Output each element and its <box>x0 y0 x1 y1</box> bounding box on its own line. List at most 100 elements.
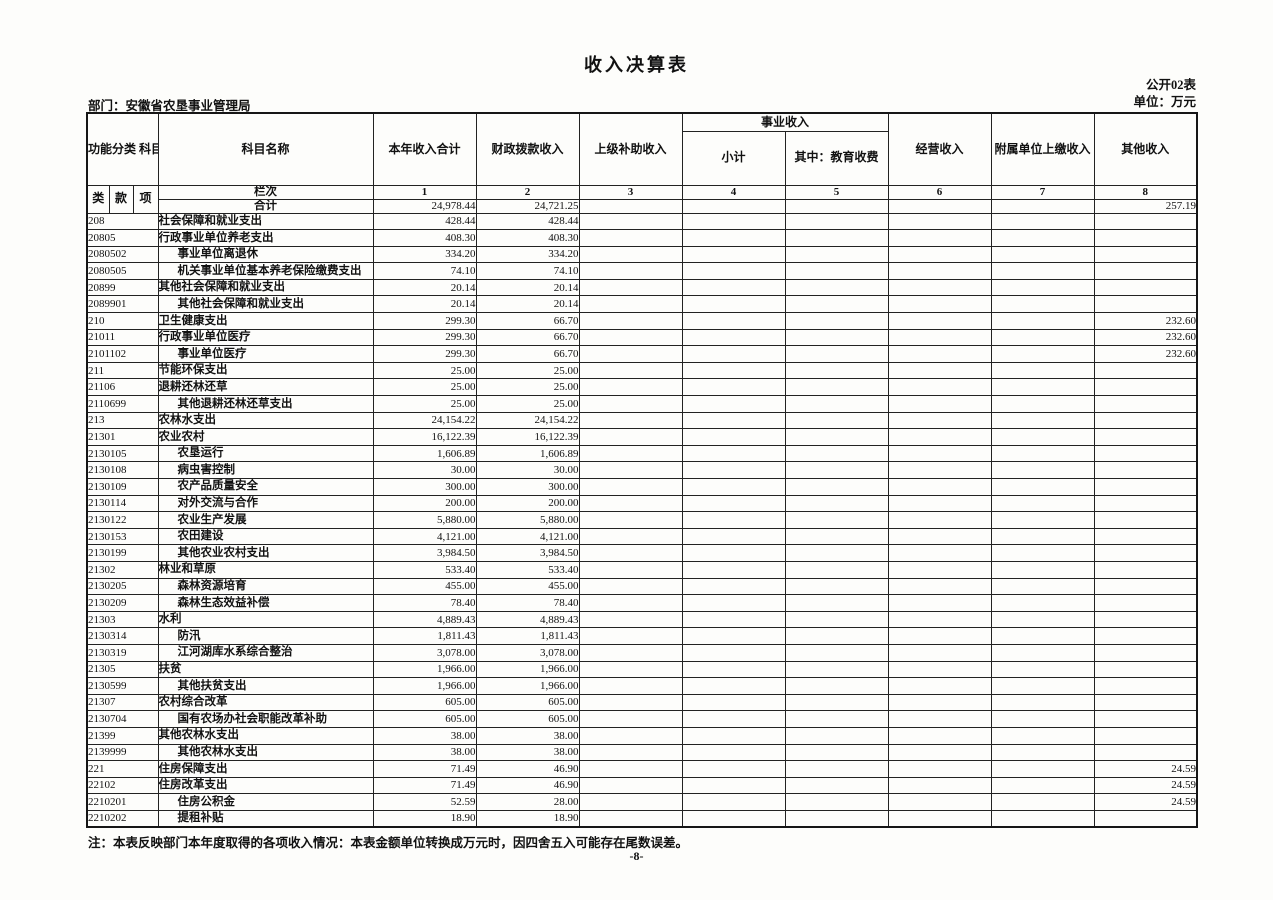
row-code: 21106 <box>86 378 159 397</box>
row-value <box>578 478 683 496</box>
row-value: 1,606.89 <box>475 444 580 463</box>
row-code: 2080505 <box>86 262 159 280</box>
row-name: 水利 <box>157 610 374 629</box>
row-value <box>784 610 889 629</box>
table-row: 2130105 农垦运行 1,606.89 1,606.89 <box>86 444 1198 463</box>
table-row: 2130153 农田建设 4,121.00 4,121.00 <box>86 527 1198 546</box>
table-row: 21302 林业和草原 533.40 533.40 <box>86 560 1198 579</box>
row-value <box>578 594 683 612</box>
row-value <box>990 378 1095 397</box>
row-value <box>681 527 786 546</box>
row-value <box>784 312 889 330</box>
row-value: 428.44 <box>475 212 580 231</box>
row-value <box>681 478 786 496</box>
column-number: 7 <box>990 184 1095 200</box>
header-xiang: 项 <box>132 184 159 214</box>
row-value: 25.00 <box>372 361 477 380</box>
row-value <box>887 693 992 712</box>
row-value <box>990 660 1095 679</box>
row-value <box>681 411 786 430</box>
row-name: 农田建设 <box>157 527 374 546</box>
table-row: 2130109 农产品质量安全 300.00 300.00 <box>86 478 1198 496</box>
row-code: 2130314 <box>86 627 159 645</box>
row-value: 20.14 <box>372 278 477 297</box>
row-value <box>578 643 683 662</box>
row-value <box>784 793 889 811</box>
income-table: 功能分类 科目编码 科目名称 本年收入合计 财政拨款收入 上级补助收入 事业收入… <box>86 112 1199 828</box>
row-value <box>887 312 992 330</box>
row-value <box>887 328 992 347</box>
row-value: 66.70 <box>475 328 580 347</box>
row-value <box>990 809 1095 828</box>
row-code: 213 <box>86 411 159 430</box>
department-label: 部门：安徽省农垦事业管理局 <box>88 99 251 113</box>
row-value <box>990 610 1095 629</box>
row-value: 3,078.00 <box>372 643 477 662</box>
row-value: 299.30 <box>372 312 477 330</box>
row-name: 病虫害控制 <box>157 461 374 479</box>
row-value <box>784 245 889 264</box>
table-row: 221 住房保障支出 71.49 46.90 24.59 <box>86 760 1198 778</box>
row-value: 1,606.89 <box>372 444 477 463</box>
row-value <box>990 395 1095 413</box>
row-value <box>990 494 1095 513</box>
row-value: 16,122.39 <box>475 428 580 446</box>
table-row: 2080502 事业单位离退休 334.20 334.20 <box>86 245 1198 264</box>
table-row: 2110699 其他退耕还林还草支出 25.00 25.00 <box>86 395 1198 413</box>
row-value <box>887 212 992 231</box>
row-code: 2130109 <box>86 478 159 496</box>
row-value <box>578 527 683 546</box>
row-value <box>887 444 992 463</box>
row-name: 住房改革支出 <box>157 776 374 795</box>
row-value <box>887 610 992 629</box>
row-value <box>681 395 786 413</box>
row-value <box>681 312 786 330</box>
grand-total-value <box>887 198 992 214</box>
row-value <box>887 295 992 314</box>
row-value <box>681 544 786 562</box>
row-value <box>990 212 1095 231</box>
row-value <box>887 594 992 612</box>
row-code: 2130319 <box>86 643 159 662</box>
row-value <box>578 793 683 811</box>
row-value: 299.30 <box>372 345 477 363</box>
page-number: -8- <box>629 849 644 863</box>
grand-total-value: 257.19 <box>1093 198 1198 214</box>
row-value <box>1093 212 1198 231</box>
table-row: 2130704 国有农场办社会职能改革补助 605.00 605.00 <box>86 710 1198 728</box>
row-value <box>887 378 992 397</box>
row-code: 21399 <box>86 726 159 745</box>
row-value <box>990 295 1095 314</box>
row-value <box>784 428 889 446</box>
row-name: 事业单位医疗 <box>157 345 374 363</box>
row-value: 5,880.00 <box>372 511 477 529</box>
table-row: 21301 农业农村 16,122.39 16,122.39 <box>86 428 1198 446</box>
row-value <box>1093 245 1198 264</box>
table-row: 210 卫生健康支出 299.30 66.70 232.60 <box>86 312 1198 330</box>
row-value <box>887 660 992 679</box>
row-value: 232.60 <box>1093 328 1198 347</box>
row-value <box>578 229 683 247</box>
row-value <box>578 378 683 397</box>
row-name: 林业和草原 <box>157 560 374 579</box>
row-value <box>681 743 786 762</box>
table-row: 2101102 事业单位医疗 299.30 66.70 232.60 <box>86 345 1198 363</box>
row-value <box>681 461 786 479</box>
row-value: 38.00 <box>372 726 477 745</box>
row-value <box>681 511 786 529</box>
row-value: 20.14 <box>475 295 580 314</box>
row-value <box>1093 229 1198 247</box>
row-value <box>681 594 786 612</box>
header-total-income: 本年收入合计 <box>372 112 477 186</box>
row-value <box>887 461 992 479</box>
row-value <box>887 643 992 662</box>
row-value <box>784 212 889 231</box>
row-value <box>681 660 786 679</box>
row-value <box>990 312 1095 330</box>
row-code: 2110699 <box>86 395 159 413</box>
grand-total-value <box>681 198 786 214</box>
row-value <box>784 262 889 280</box>
row-value: 334.20 <box>475 245 580 264</box>
row-value <box>990 345 1095 363</box>
row-value <box>578 577 683 596</box>
